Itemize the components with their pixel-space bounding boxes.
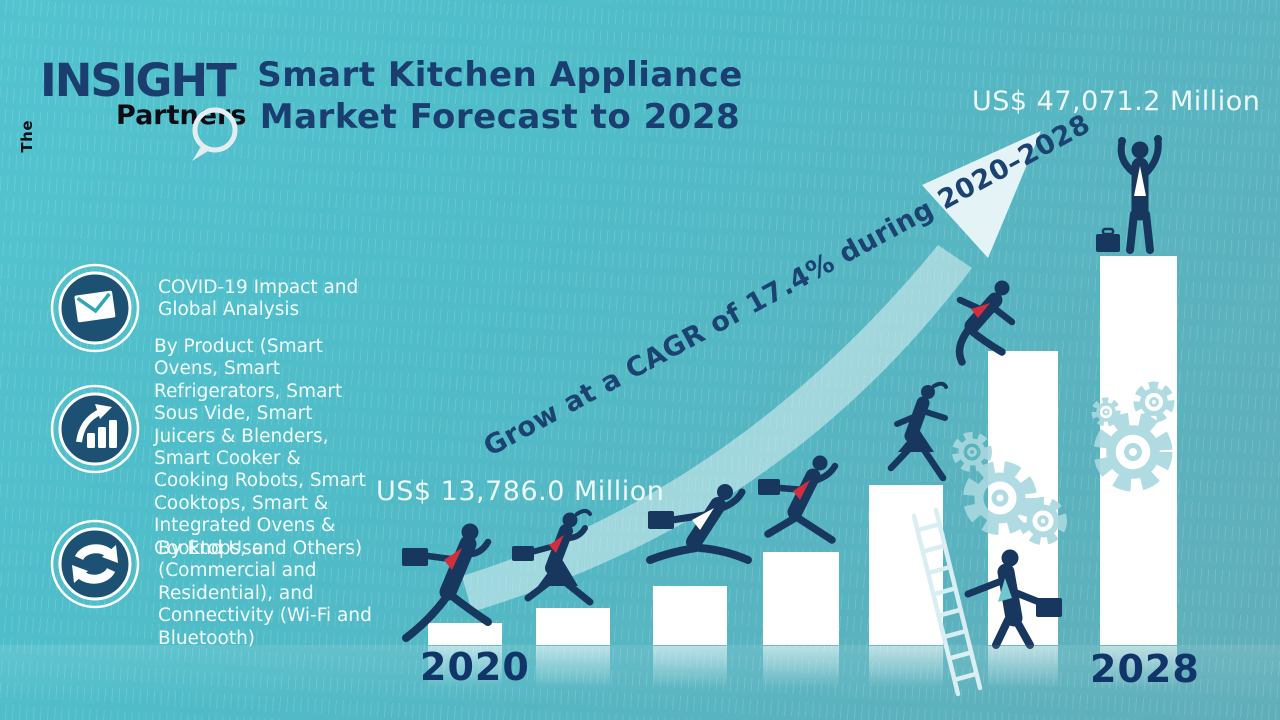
businesswoman-climbing	[887, 381, 948, 482]
businessman-celebrating	[1096, 135, 1162, 254]
bar-reflection	[653, 646, 727, 688]
logo-partners: Partners	[116, 100, 247, 131]
base-value-2020: US$ 13,786.0 Million	[376, 476, 665, 507]
feature-by-product-text: By Product (Smart Ovens, Smart Refrigera…	[154, 336, 366, 559]
gears-decoration	[952, 381, 1175, 545]
gear-icon	[1091, 397, 1121, 427]
gear-icon	[1133, 381, 1175, 423]
logo-insight: INSIGHT	[40, 54, 237, 107]
businessman-climbing	[955, 280, 1016, 366]
sync-icon	[50, 519, 140, 609]
businesswoman-running	[512, 509, 594, 606]
businessman-leaping	[758, 455, 839, 544]
businessman-holding-ladder	[964, 549, 1062, 649]
feature-by-end-user-text: By End User (Commercial and Residential)…	[158, 538, 372, 649]
x-axis-label-2020: 2020	[420, 645, 530, 689]
feature-covid-text: COVID-19 Impact and Global Analysis	[158, 277, 359, 321]
bar-step	[1100, 256, 1177, 645]
bar-steps	[428, 256, 1177, 688]
page-title: Smart Kitchen Appliance Market Forecast …	[257, 55, 743, 137]
logo-the: The	[18, 120, 36, 153]
gear-icon	[952, 432, 992, 472]
bar-reflection	[536, 646, 610, 688]
bar-step	[428, 623, 502, 645]
magnifier-icon	[192, 107, 238, 161]
envelope-icon	[50, 263, 140, 353]
gear-icon	[963, 461, 1037, 535]
bar-step	[653, 586, 727, 645]
bar-step	[536, 608, 610, 645]
bar-reflection	[869, 646, 943, 688]
bar-step	[988, 351, 1058, 645]
bar-step	[869, 485, 943, 645]
floor-reflection	[0, 645, 1280, 705]
insight-partners-logo: The INSIGHT Partners	[8, 50, 248, 161]
x-axis-label-2028: 2028	[1090, 647, 1200, 691]
forecast-value-2028: US$ 47,071.2 Million	[972, 86, 1261, 117]
bar-step	[763, 552, 839, 645]
bar-reflection	[988, 646, 1058, 688]
ladder	[911, 507, 983, 697]
businessman-running	[402, 523, 492, 642]
growth-chart-icon	[50, 384, 140, 474]
gear-icon	[1019, 497, 1067, 545]
bar-reflection	[763, 646, 839, 688]
cagr-annotation: Grow at a CAGR of 17.4% during 2020–2028	[478, 108, 1096, 463]
gear-icon	[1093, 412, 1173, 492]
